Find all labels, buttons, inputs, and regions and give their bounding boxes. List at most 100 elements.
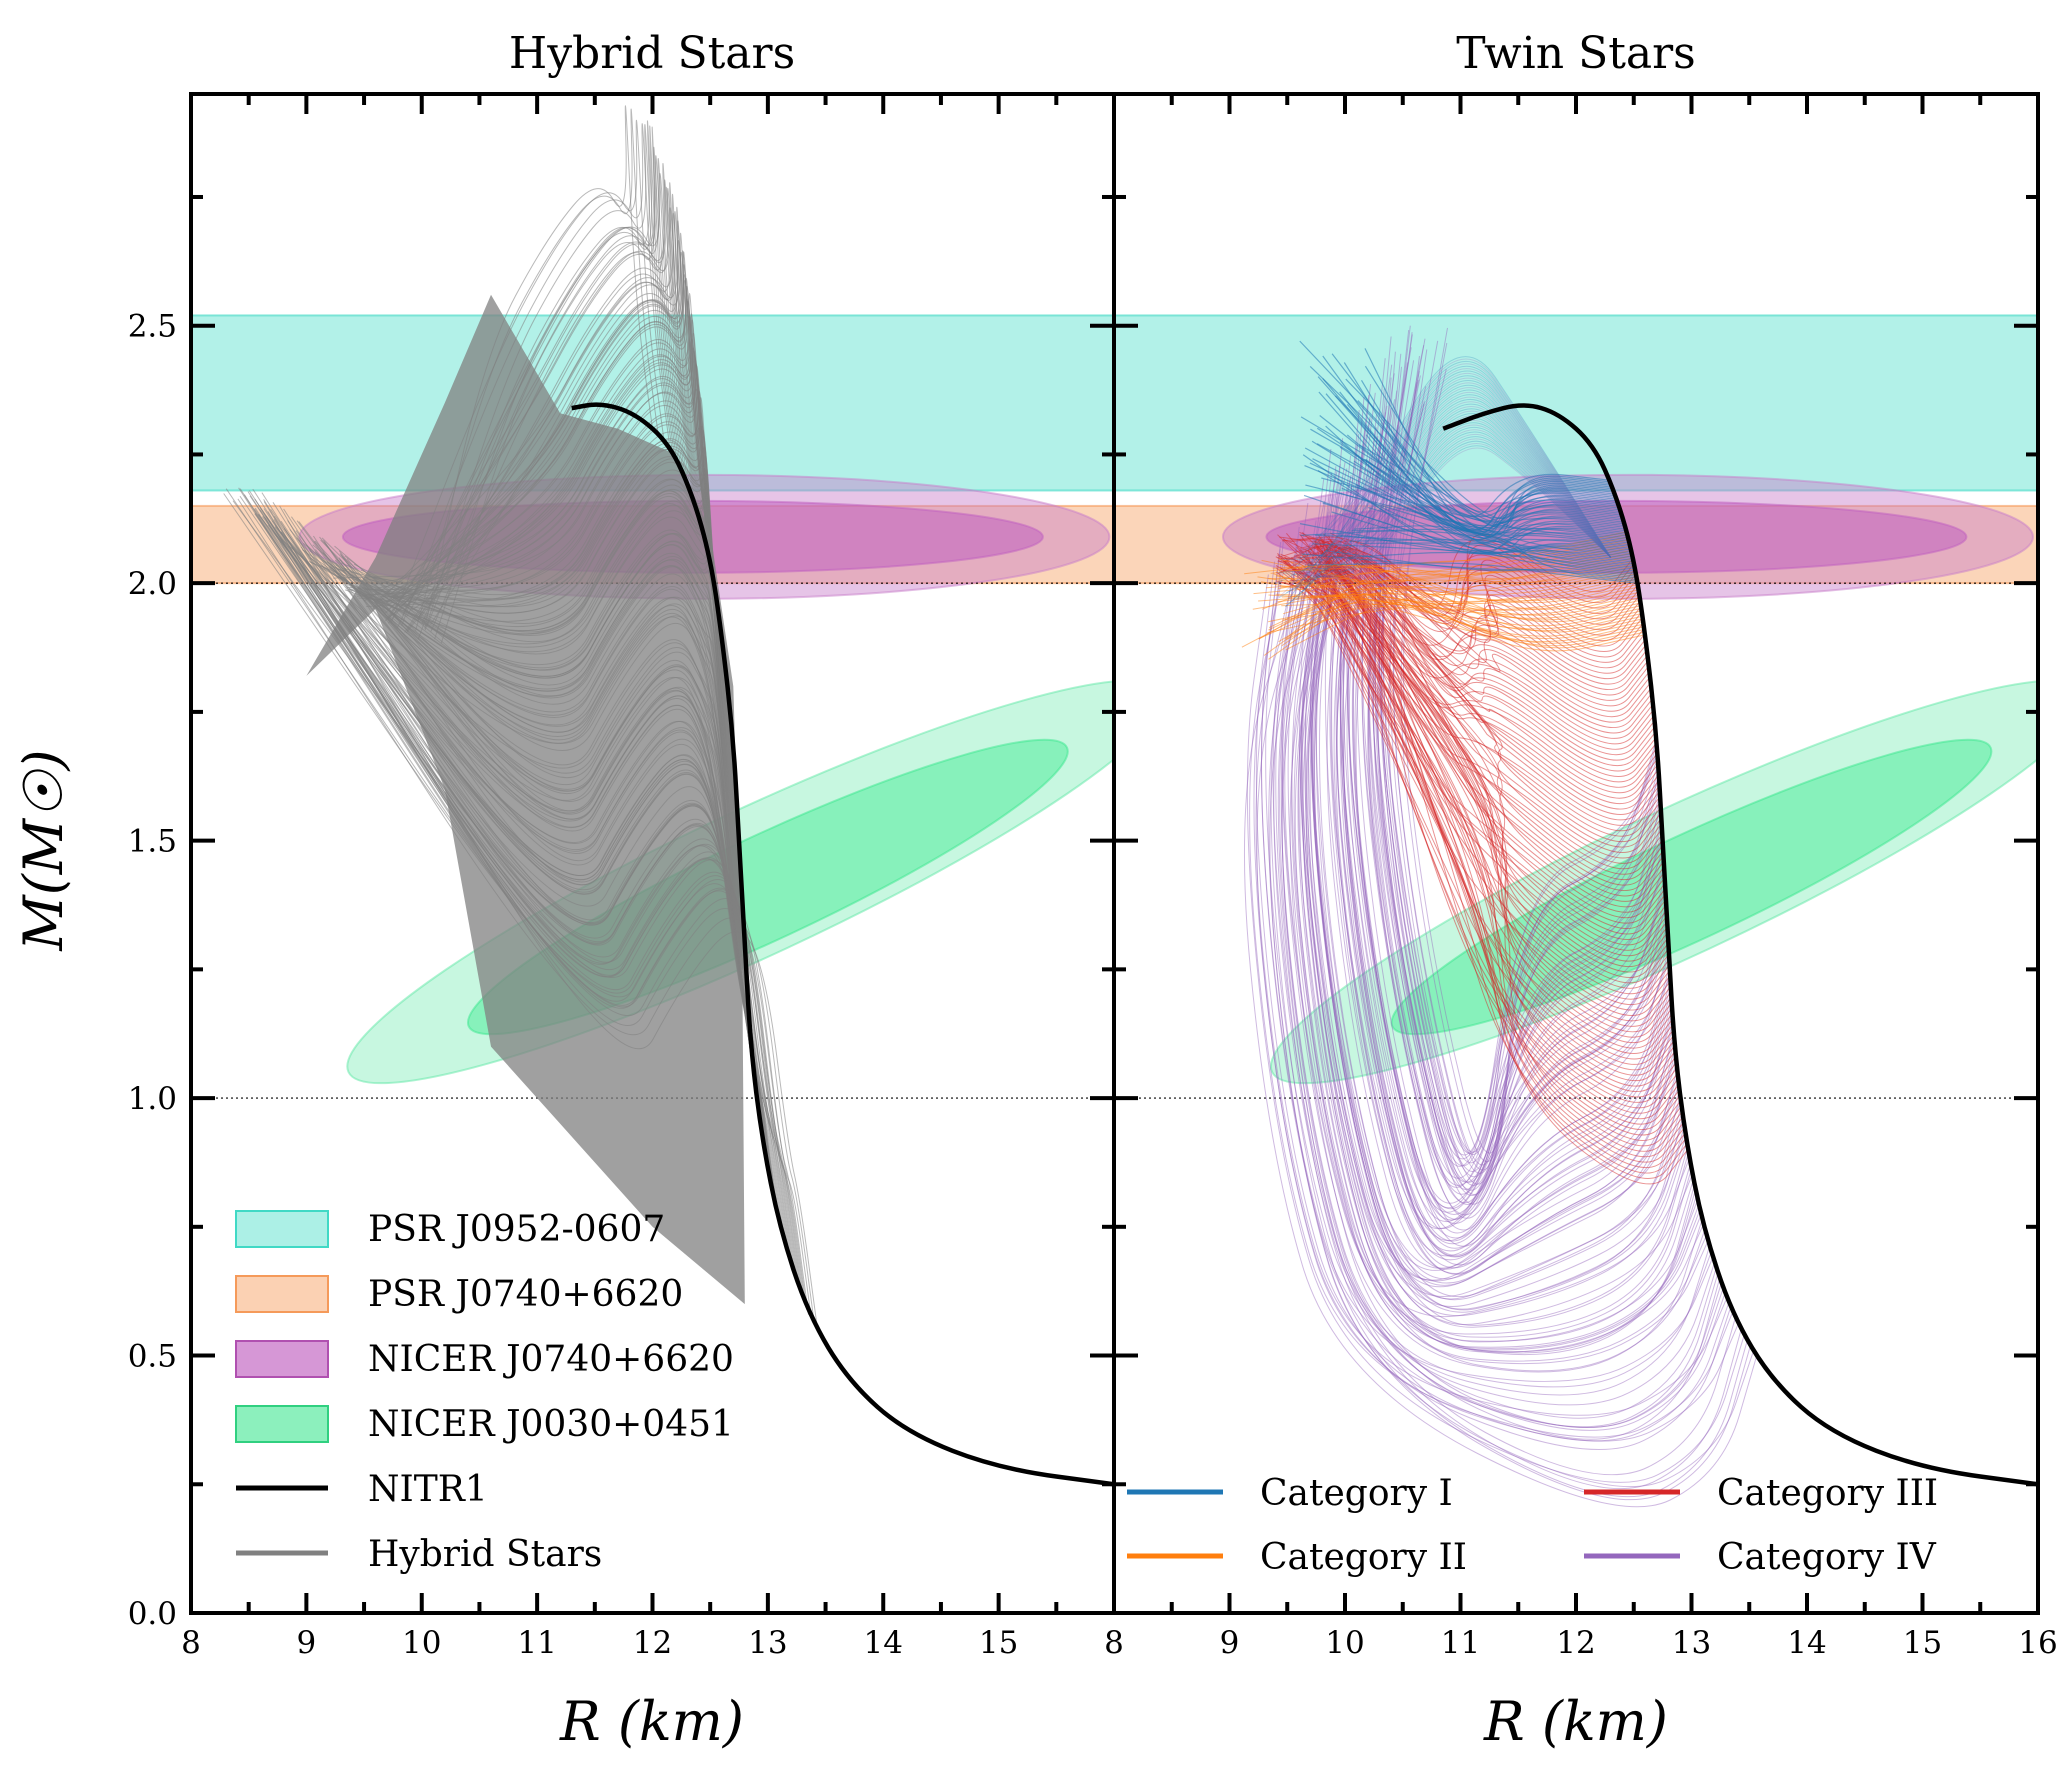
twin-star-upper-curve (1297, 384, 1612, 577)
category-iv-curve (1339, 442, 1674, 1256)
category-iv-curve (1272, 539, 1712, 1388)
category-iii-curve (1313, 539, 1663, 859)
category-iv-curve (1289, 552, 1722, 1428)
left-panel-title: Hybrid Stars (509, 28, 795, 79)
category-iv-curve (1378, 351, 1661, 1172)
legend-label: PSR J0952-0607 (368, 1209, 665, 1250)
category-iv-curve (1342, 427, 1671, 1242)
category-iv-curve (1311, 464, 1678, 1284)
x-tick-label: 15 (979, 1625, 1018, 1661)
category-iv-curve (1281, 557, 1726, 1431)
category-iii-curve (1317, 540, 1671, 1016)
category-iv-curve (1389, 355, 1662, 1174)
twin-star-upper-curve (1309, 429, 1612, 566)
x-tick-label: 11 (517, 1625, 556, 1661)
category-i-curve (1307, 562, 1638, 584)
twin-star-upper-curve (1303, 447, 1612, 579)
category-ii-curve (1285, 560, 1635, 651)
category-i-curve (1367, 507, 1636, 572)
category-iv-curve (1284, 500, 1690, 1318)
twin-star-upper-curve (1287, 370, 1612, 600)
category-i-curve (1365, 434, 1628, 552)
category-iv-curve (1368, 347, 1661, 1167)
twin-star-upper-curve (1278, 387, 1612, 598)
category-iv-curve (1305, 518, 1699, 1343)
category-iv-curve (1342, 451, 1675, 1266)
category-iv-curve (1324, 438, 1673, 1257)
category-iv-curve (1339, 429, 1672, 1245)
category-iv-curve (1308, 477, 1682, 1288)
x-tick-label: 10 (402, 1625, 441, 1661)
category-iii-curve (1309, 570, 1663, 875)
category-iii-curve (1286, 532, 1677, 1098)
category-iv-curve (1268, 580, 1755, 1488)
category-iv-curve (1260, 542, 1714, 1382)
category-iv-curve (1312, 485, 1685, 1300)
right-plot-area (1114, 314, 2038, 1508)
category-iv-curve (1249, 565, 1733, 1438)
category-iv-curve (1400, 342, 1660, 1163)
twin-star-upper-curve (1303, 363, 1612, 597)
category-iii-curve (1326, 575, 1662, 853)
twin-star-upper-curve (1296, 360, 1612, 567)
legend-label: Category III (1717, 1473, 1938, 1514)
category-i-curve (1316, 443, 1624, 530)
category-iv-curve (1302, 494, 1687, 1316)
y-tick-label: 1.0 (128, 1081, 177, 1117)
category-iv-curve (1275, 572, 1742, 1490)
category-ii-curve (1279, 564, 1643, 633)
category-ii-curve (1282, 595, 1646, 652)
twin-star-upper-curve (1299, 356, 1612, 559)
category-ii-curve (1281, 578, 1638, 607)
x-tick-label: 16 (2018, 1625, 2057, 1661)
category-i-curve (1299, 523, 1634, 560)
category-iv-curve (1281, 550, 1721, 1440)
category-iv-curve (1307, 498, 1689, 1328)
category-i-curve (1357, 400, 1617, 527)
category-iv-curve (1342, 394, 1667, 1213)
right-axes: 8 9 10 11 12 13 14 15 16 (1104, 92, 2058, 1661)
category-ii-curve (1278, 558, 1641, 619)
twin-star-upper-curve (1286, 422, 1612, 594)
category-iii-curve (1278, 556, 1653, 734)
category-iii-curve (1326, 545, 1654, 739)
category-iii-curve (1275, 580, 1669, 968)
category-iii-curve (1325, 570, 1665, 902)
category-iii-curve (1275, 567, 1684, 1152)
category-iii-curve (1298, 539, 1635, 609)
twin-star-upper-curve (1304, 389, 1612, 591)
twin-star-upper-curve (1299, 424, 1612, 563)
category-i-curve (1347, 551, 1637, 577)
category-iv-curve (1352, 405, 1669, 1220)
category-iv-curve (1301, 470, 1680, 1281)
category-i-curve (1314, 534, 1636, 567)
category-iii-curve (1297, 582, 1680, 1120)
twin-star-upper-curve (1289, 373, 1612, 560)
category-iv-curve (1372, 345, 1660, 1167)
category-i-curve (1300, 416, 1619, 519)
category-iii-curve (1275, 556, 1671, 1006)
category-iv-curve (1279, 567, 1736, 1476)
x-tick-label: 11 (1441, 1625, 1480, 1661)
twin-star-upper-curve (1277, 431, 1612, 574)
category-iv-curve (1270, 576, 1748, 1498)
legend-swatch (235, 1340, 329, 1378)
twin-star-upper-curve (1284, 377, 1612, 566)
category-iv-curve (1340, 433, 1672, 1249)
category-iv-curve (1246, 574, 1745, 1483)
category-iii-curve (1297, 581, 1669, 978)
hybrid-star-curve (403, 207, 699, 612)
y-tick-label: 0.5 (128, 1339, 177, 1375)
category-iv-curve (1339, 410, 1669, 1223)
hybrid-star-curve (401, 123, 670, 626)
twin-star-upper-curve (1300, 433, 1612, 570)
category-iii-curve (1323, 562, 1670, 984)
hybrid-star-curve (388, 211, 703, 624)
twin-star-upper-curve (1285, 438, 1612, 573)
category-iv-curve (1346, 397, 1667, 1209)
x-tick-label: 14 (864, 1625, 903, 1661)
twin-star-upper-curve (1284, 403, 1612, 608)
category-i-curve (1321, 477, 1630, 542)
category-iv-curve (1382, 329, 1658, 1156)
